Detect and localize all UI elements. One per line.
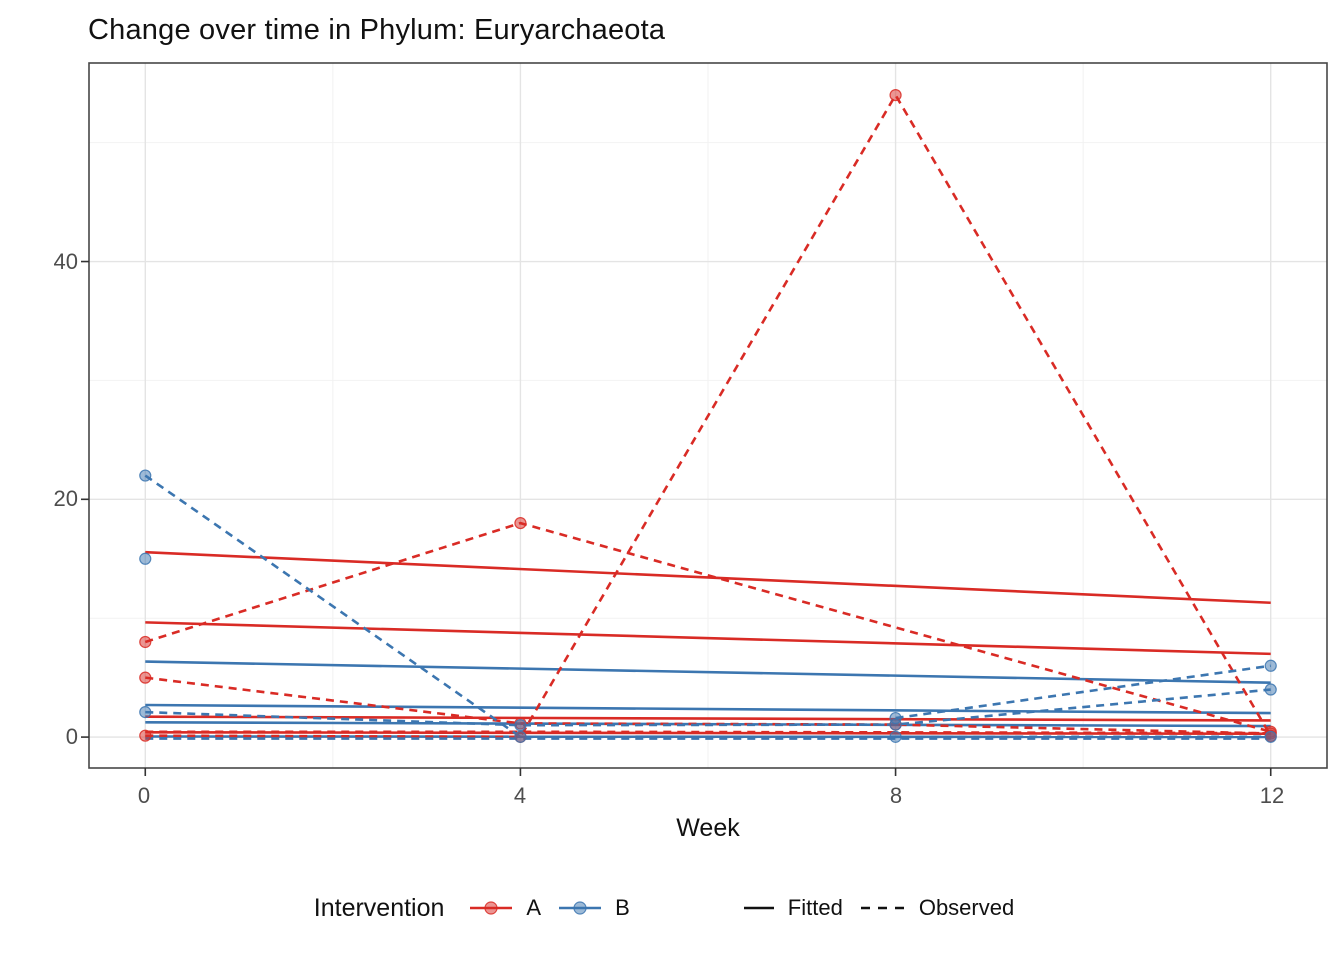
legend-item-a: A xyxy=(468,893,541,923)
series-line-B-observed-1 xyxy=(144,474,1271,739)
series-line-B-observed-3 xyxy=(895,664,1271,720)
legend-title: Intervention xyxy=(313,893,445,922)
data-point-B-observed-2 xyxy=(139,706,152,719)
data-point-B-observed-2 xyxy=(514,719,527,732)
series-line-A-observed-3-spike xyxy=(145,92,1272,739)
data-point-B-observed-3 xyxy=(1264,659,1277,672)
x-tick-label-0: 0 xyxy=(137,783,151,808)
x-tick-label-8: 8 xyxy=(889,783,903,808)
series-line-A-observed-4 xyxy=(145,730,1271,735)
series-line-B-fitted-2 xyxy=(145,703,1271,715)
series-line-B-fitted-1 xyxy=(145,660,1271,684)
x-axis-title: Week xyxy=(676,814,740,842)
legend-label-a: A xyxy=(526,895,542,920)
data-point-B-observed-1 xyxy=(514,730,527,743)
legend: Intervention A B Fitted xyxy=(0,884,1344,932)
series-line-A-fitted-3 xyxy=(145,715,1271,722)
legend-item-b: B xyxy=(557,893,630,923)
legend-line-point-red-icon xyxy=(470,901,513,915)
y-tick-label-20: 20 xyxy=(53,486,78,511)
x-tick-label-4: 4 xyxy=(513,783,527,808)
series-line-A-fitted-2 xyxy=(145,621,1271,656)
panel-border xyxy=(88,62,1328,769)
legend-label-observed: Observed xyxy=(918,895,1015,920)
series-line-B-observed-2 xyxy=(145,688,1271,727)
legend-line-point-blue-icon xyxy=(559,901,602,915)
legend-label-fitted: Fitted xyxy=(787,895,843,920)
chart-title: Change over time in Phylum: Euryarchaeot… xyxy=(88,14,666,46)
x-tick-label-12: 12 xyxy=(1259,783,1285,808)
legend-label-b: B xyxy=(615,895,630,920)
series-line-A-fitted-1 xyxy=(145,550,1271,605)
legend-item-fitted: Fitted xyxy=(742,893,843,923)
y-tick-label-0: 0 xyxy=(65,724,78,749)
legend-solid-line-icon xyxy=(743,906,774,910)
data-point-B-observed-5-single xyxy=(139,552,152,565)
data-point-B-observed-1 xyxy=(889,730,902,743)
data-point-B-observed-1 xyxy=(139,469,152,482)
y-tick-label-40: 40 xyxy=(53,249,78,274)
data-point-A-observed-3-spike xyxy=(889,88,902,102)
data-point-A-observed-1 xyxy=(514,516,527,530)
data-point-B-observed-2 xyxy=(1264,683,1277,696)
legend-item-observed: Observed xyxy=(859,893,1014,923)
data-point-A-observed-2 xyxy=(139,671,152,684)
data-point-A-observed-1 xyxy=(139,635,152,649)
data-point-B-observed-3 xyxy=(889,711,902,725)
data-point-A-observed-3-spike xyxy=(139,729,152,742)
data-point-B-observed-1 xyxy=(1264,730,1277,743)
legend-dashed-line-icon xyxy=(860,906,905,910)
